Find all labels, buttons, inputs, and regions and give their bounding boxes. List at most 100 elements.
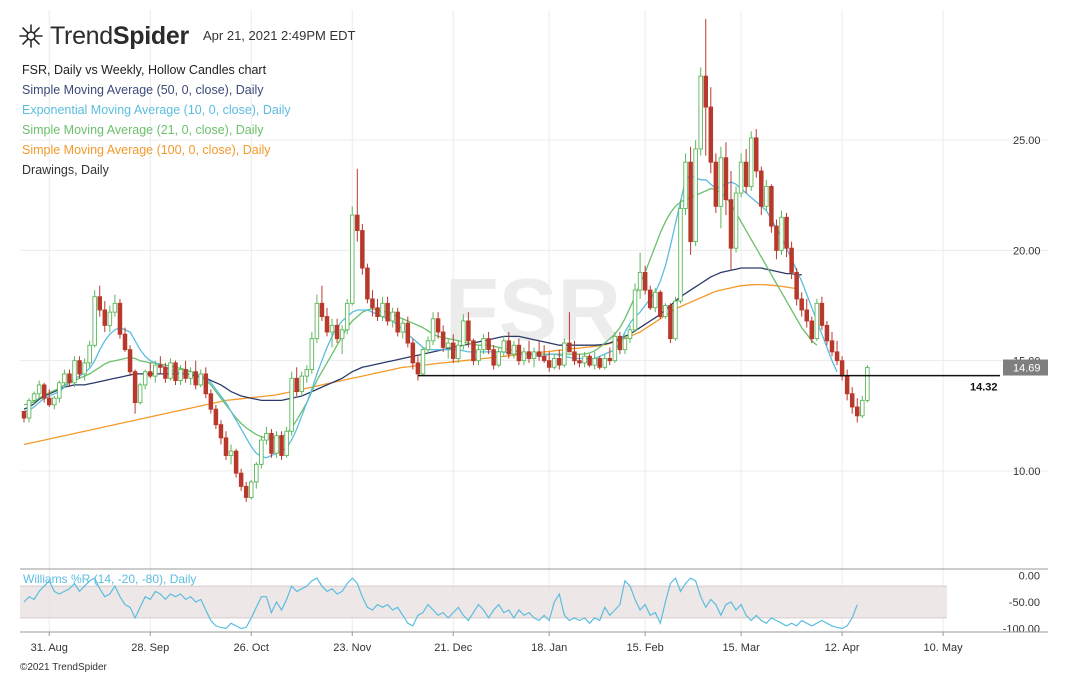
x-tick-label: 10. May — [924, 642, 964, 654]
brand-name-light: Trend — [50, 21, 113, 50]
candle — [178, 365, 183, 385]
candle — [142, 369, 148, 390]
candle-body — [592, 358, 597, 366]
candle — [748, 131, 754, 191]
candle — [274, 431, 279, 458]
candle-body — [183, 369, 188, 379]
williams-tick-label: 0.00 — [1019, 571, 1040, 583]
candle — [552, 354, 557, 370]
candle — [223, 431, 229, 460]
x-tick-label: 12. Apr — [825, 642, 860, 654]
legend-entry[interactable]: Exponential Moving Average (10, 0, close… — [22, 103, 291, 117]
candle — [557, 349, 562, 370]
candle — [521, 347, 527, 366]
candle — [97, 285, 102, 317]
candle — [102, 301, 108, 333]
candle — [865, 365, 870, 403]
candle-body — [254, 463, 259, 483]
candle-body — [541, 355, 547, 362]
legend-entry[interactable]: FSR, Daily vs Weekly, Hollow Candles cha… — [22, 63, 267, 77]
candle — [642, 265, 648, 295]
candle-body — [642, 272, 648, 291]
candle-body — [243, 485, 249, 498]
candle — [238, 468, 244, 491]
candle — [688, 146, 693, 255]
candle — [824, 320, 830, 346]
candle-body — [688, 161, 693, 243]
candle-body — [248, 481, 254, 498]
candle-body — [834, 351, 840, 362]
candle-body — [658, 291, 663, 318]
candle-body — [324, 316, 330, 333]
legend-entry[interactable]: Simple Moving Average (50, 0, close), Da… — [22, 83, 264, 97]
candle-body — [678, 208, 683, 302]
candle-body — [627, 329, 633, 340]
candle — [259, 435, 264, 469]
candle — [582, 351, 587, 368]
candle — [461, 314, 466, 350]
candle — [289, 371, 294, 436]
candle — [451, 334, 456, 363]
candle-body — [178, 369, 183, 381]
candle-body — [31, 393, 37, 401]
candle — [390, 307, 395, 328]
candle — [213, 404, 219, 430]
candle-body — [471, 340, 476, 362]
last-price-label: 14.69 — [1013, 363, 1041, 375]
legend-entry[interactable]: Simple Moving Average (100, 0, close), D… — [22, 143, 271, 157]
candle-body — [57, 382, 62, 399]
candle-body — [794, 272, 799, 300]
candle-body — [218, 424, 224, 439]
candle-body — [269, 433, 274, 454]
ema10-line — [23, 174, 838, 459]
candle — [834, 340, 840, 366]
y-tick-label: 10.00 — [1013, 466, 1041, 478]
candle-body — [52, 397, 57, 406]
candle — [622, 334, 628, 355]
candle-body — [814, 302, 820, 340]
candle — [486, 332, 491, 355]
candle — [112, 294, 118, 317]
support-line-label: 14.32 — [970, 382, 998, 394]
candle-body — [375, 307, 380, 318]
candle-body — [420, 349, 426, 375]
candle — [567, 312, 572, 353]
candle — [844, 369, 850, 401]
candle — [77, 356, 82, 379]
candle — [456, 340, 461, 363]
candle — [577, 354, 582, 368]
candle — [344, 298, 350, 335]
candle — [476, 345, 481, 366]
legend-entry[interactable]: Drawings, Daily — [22, 163, 109, 177]
candle-body — [839, 360, 845, 377]
candle-body — [653, 291, 658, 309]
candle-body — [153, 364, 158, 377]
candle — [385, 296, 390, 326]
candle-body — [309, 338, 315, 370]
candle — [294, 367, 299, 396]
legend-entry[interactable]: Simple Moving Average (21, 0, close), Da… — [22, 123, 264, 137]
candle-body — [829, 340, 835, 353]
candle-body — [233, 450, 239, 474]
candle-body — [289, 377, 294, 432]
candle-body — [764, 185, 769, 207]
candle — [703, 18, 709, 156]
candle-body — [329, 324, 335, 333]
candle-body — [415, 362, 421, 375]
candle-body — [72, 360, 77, 384]
candle — [254, 462, 259, 489]
candle — [653, 287, 658, 313]
indicator-legend: FSR, Daily vs Weekly, Hollow Candles cha… — [22, 60, 291, 180]
candle-body — [188, 371, 193, 379]
candle-body — [769, 185, 774, 227]
candle-body — [481, 338, 486, 351]
candle — [92, 290, 97, 348]
candle-body — [486, 338, 491, 351]
candle — [173, 360, 178, 385]
candle — [350, 206, 355, 306]
candle-body — [223, 437, 229, 456]
candle — [723, 142, 729, 216]
sma21-line — [23, 187, 818, 439]
candle — [637, 252, 643, 299]
candle — [546, 351, 552, 372]
